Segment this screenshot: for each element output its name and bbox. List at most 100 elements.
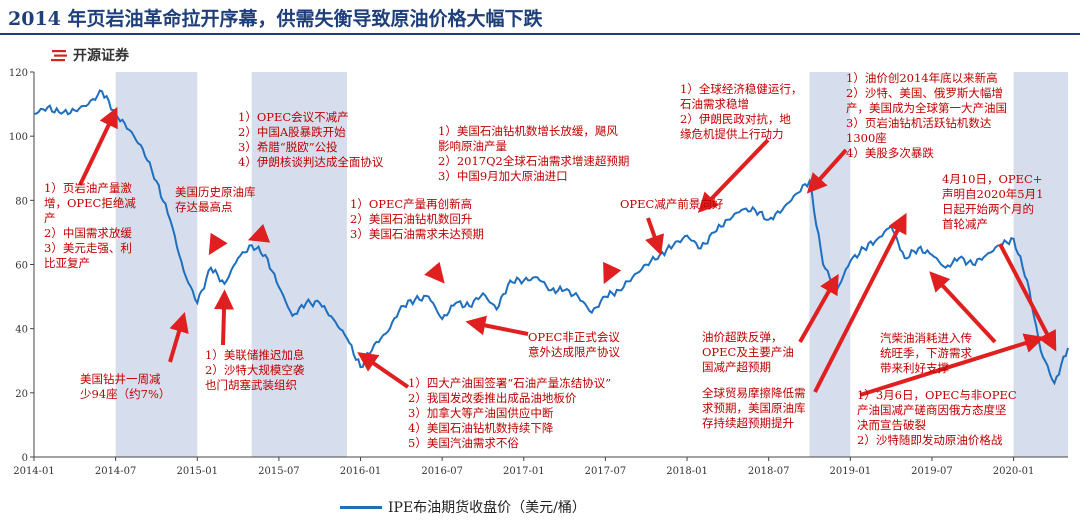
- y-tick-label: 120: [9, 68, 28, 79]
- annotation-13-line-0: 全球贸易摩擦降低需: [702, 386, 806, 400]
- annotations: 1）页岩油产量激增，OPEC拒绝减产2）中国需求放缓3）美元走强、利比亚复产美国…: [44, 71, 1043, 450]
- annotation-arrow-12: [798, 273, 839, 343]
- annotation-15-line-2: 带来利好支撑: [880, 361, 949, 375]
- annotation-arrow-10: [697, 138, 770, 213]
- annotation-6-line-3: 3）中国9月加大原油进口: [438, 169, 568, 183]
- brand-name: 开源证券: [73, 48, 129, 64]
- y-tick-label: 80: [15, 196, 28, 207]
- annotation-0-line-0: 1）页岩油产量激: [44, 181, 132, 195]
- annotation-arrow-15: [929, 271, 997, 344]
- annotation-15-line-0: 汽柴油消耗进入传: [880, 331, 972, 345]
- annotation-14-line-1: 声明自2020年5月1: [942, 187, 1043, 201]
- legend-line-swatch: [340, 505, 382, 509]
- x-tick-label: 2016-01: [340, 466, 382, 477]
- annotation-14-line-0: 4月10日，OPEC+: [942, 172, 1042, 186]
- annotation-3-line-2: 3）希腊“脱欧”公投: [238, 140, 338, 154]
- annotation-arrow-13: [813, 212, 907, 393]
- shaded-period-1: [251, 72, 347, 457]
- annotation-4-line-1: 2）沙特大规模空袭: [205, 363, 305, 377]
- title-divider: [0, 33, 1080, 35]
- annotation-11-line-5: 4）美股多次暴跌: [846, 146, 934, 160]
- y-tick-label: 60: [15, 261, 28, 272]
- legend: IPE布油期货收盘价（美元/桶）: [340, 497, 586, 517]
- annotation-14-line-2: 日起开始两个月的: [942, 202, 1034, 216]
- annotation-arrows: [78, 106, 1057, 397]
- annotation-10-line-0: 1）全球经济稳健运行，: [680, 82, 802, 96]
- annotation-13-line-2: 存持续超预期提升: [702, 416, 794, 430]
- annotation-0-line-3: 2）中国需求放缓: [44, 226, 132, 240]
- annotation-6-line-1: 影响原油产量: [438, 139, 507, 153]
- annotation-14-line-3: 首轮减产: [942, 217, 988, 231]
- annotation-3-line-0: 1）OPEC会议不减产: [238, 110, 349, 124]
- annotation-7-line-4: 5）美国汽油需求不俗: [408, 436, 519, 450]
- annotation-3-line-1: 2）中国A股暴跌开始: [238, 125, 346, 139]
- x-tick-label: 2017-07: [585, 466, 627, 477]
- annotation-11-line-4: 1300座: [846, 131, 887, 145]
- x-tick-label: 2018-07: [748, 466, 790, 477]
- annotation-16-line-2: 决而宣告破裂: [857, 418, 926, 432]
- annotation-5-line-2: 3）美国石油需求未达预期: [350, 227, 484, 241]
- annotation-15-line-1: 统旺季，下游需求: [880, 346, 972, 360]
- shaded-periods: [115, 72, 1068, 457]
- annotation-arrow-8: [465, 315, 529, 336]
- annotation-arrow-1: [168, 311, 189, 363]
- annotation-16-line-1: 产油国减产磋商因俄方态度坚: [857, 403, 1007, 417]
- annotation-2-line-1: 存达最高点: [175, 200, 233, 214]
- annotation-0-line-2: 产: [44, 211, 56, 225]
- annotation-16-line-0: 1）3月6日，OPEC与非OPEC: [857, 388, 1017, 402]
- annotation-arrow-2: [208, 232, 228, 256]
- annotation-8-line-0: OPEC非正式会议: [528, 330, 620, 344]
- annotation-7-line-0: 1）四大产油国签署“石油产量冻结协议”: [408, 376, 611, 390]
- y-tick-label: 40: [15, 325, 28, 336]
- annotation-6-line-0: 1）美国石油钻机数增长放缓，飓风: [438, 124, 618, 138]
- annotation-7-line-2: 3）加拿大等产油国供应中断: [408, 406, 554, 420]
- annotation-12-line-2: 国减产超预期: [702, 360, 771, 374]
- annotation-10-line-3: 缘危机提供上行动力: [680, 127, 784, 141]
- legend-label: IPE布油期货收盘价（美元/桶）: [388, 500, 586, 516]
- annotation-11-line-1: 2）沙特、美国、俄罗斯大幅增: [846, 86, 1003, 100]
- annotation-4-line-2: 也门胡塞武装组织: [205, 378, 297, 392]
- annotation-arrow-6: [603, 261, 622, 285]
- annotation-arrow-0: [78, 106, 118, 186]
- x-tick-label: 2019-01: [830, 466, 872, 477]
- annotation-9-line-0: OPEC减产前景向好: [620, 197, 724, 211]
- annotation-arrow-11: [806, 148, 848, 194]
- annotation-11-line-0: 1）油价创2014年底以来新高: [846, 71, 998, 85]
- annotation-0-line-5: 比亚复产: [44, 256, 90, 270]
- annotation-1-line-0: 美国钻井一周减: [80, 372, 161, 386]
- annotation-arrow-7: [357, 352, 410, 389]
- annotation-11-line-3: 3）页岩油钻机活跃钻机数达: [846, 116, 992, 130]
- y-tick-label: 100: [9, 132, 28, 143]
- annotation-arrow-4: [214, 289, 235, 346]
- shaded-period-2: [809, 72, 851, 457]
- annotation-12-line-1: OPEC及主要产油: [702, 345, 794, 359]
- x-tick-label: 2015-01: [176, 466, 218, 477]
- annotation-12-line-0: 油价超跌反弹，: [702, 330, 783, 344]
- x-tick-label: 2017-01: [503, 466, 545, 477]
- annotation-10-line-1: 石油需求稳增: [680, 97, 749, 111]
- annotation-0-line-1: 增，OPEC拒绝减: [44, 196, 136, 210]
- annotation-3-line-3: 4）伊朗核谈判达成全面协议: [238, 155, 384, 169]
- y-tick-label: 0: [22, 453, 28, 464]
- x-tick-label: 2015-07: [258, 466, 300, 477]
- page-title: 2014 年页岩油革命拉开序幕，供需失衡导致原油价格大幅下跌: [8, 8, 543, 30]
- annotation-4-line-0: 1）美联储推迟加息: [205, 348, 304, 362]
- shaded-period-0: [115, 72, 198, 457]
- annotation-7-line-3: 4）美国石油钻机数持续下降: [408, 421, 554, 435]
- annotation-11-line-2: 产，美国成为全球第一大产油国: [846, 101, 1007, 115]
- annotation-arrow-5: [424, 261, 445, 284]
- annotation-13-line-1: 求预期，美国原油库: [702, 401, 806, 415]
- annotation-10-line-2: 2）伊朗民政对抗，地: [680, 112, 791, 126]
- x-tick-label: 2020-01: [993, 466, 1035, 477]
- annotation-5-line-0: 1）OPEC产量再创新高: [350, 197, 472, 211]
- brand-logo: 开源证券: [50, 45, 129, 65]
- brand-mark-icon: [51, 49, 67, 61]
- annotation-16-line-3: 2）沙特随即发动原油价格战: [857, 433, 1003, 447]
- annotation-arrow-16: [859, 333, 1045, 397]
- y-tick-label: 20: [15, 389, 28, 400]
- axes: 0 20 40 60 80 100 120 2014-01 2014-07 2015-01 2015…: [9, 68, 1068, 477]
- annotation-1-line-1: 少94座（约7%）: [80, 387, 170, 401]
- annotation-2-line-0: 美国历史原油库: [175, 185, 256, 199]
- x-tick-label: 2019-07: [911, 466, 953, 477]
